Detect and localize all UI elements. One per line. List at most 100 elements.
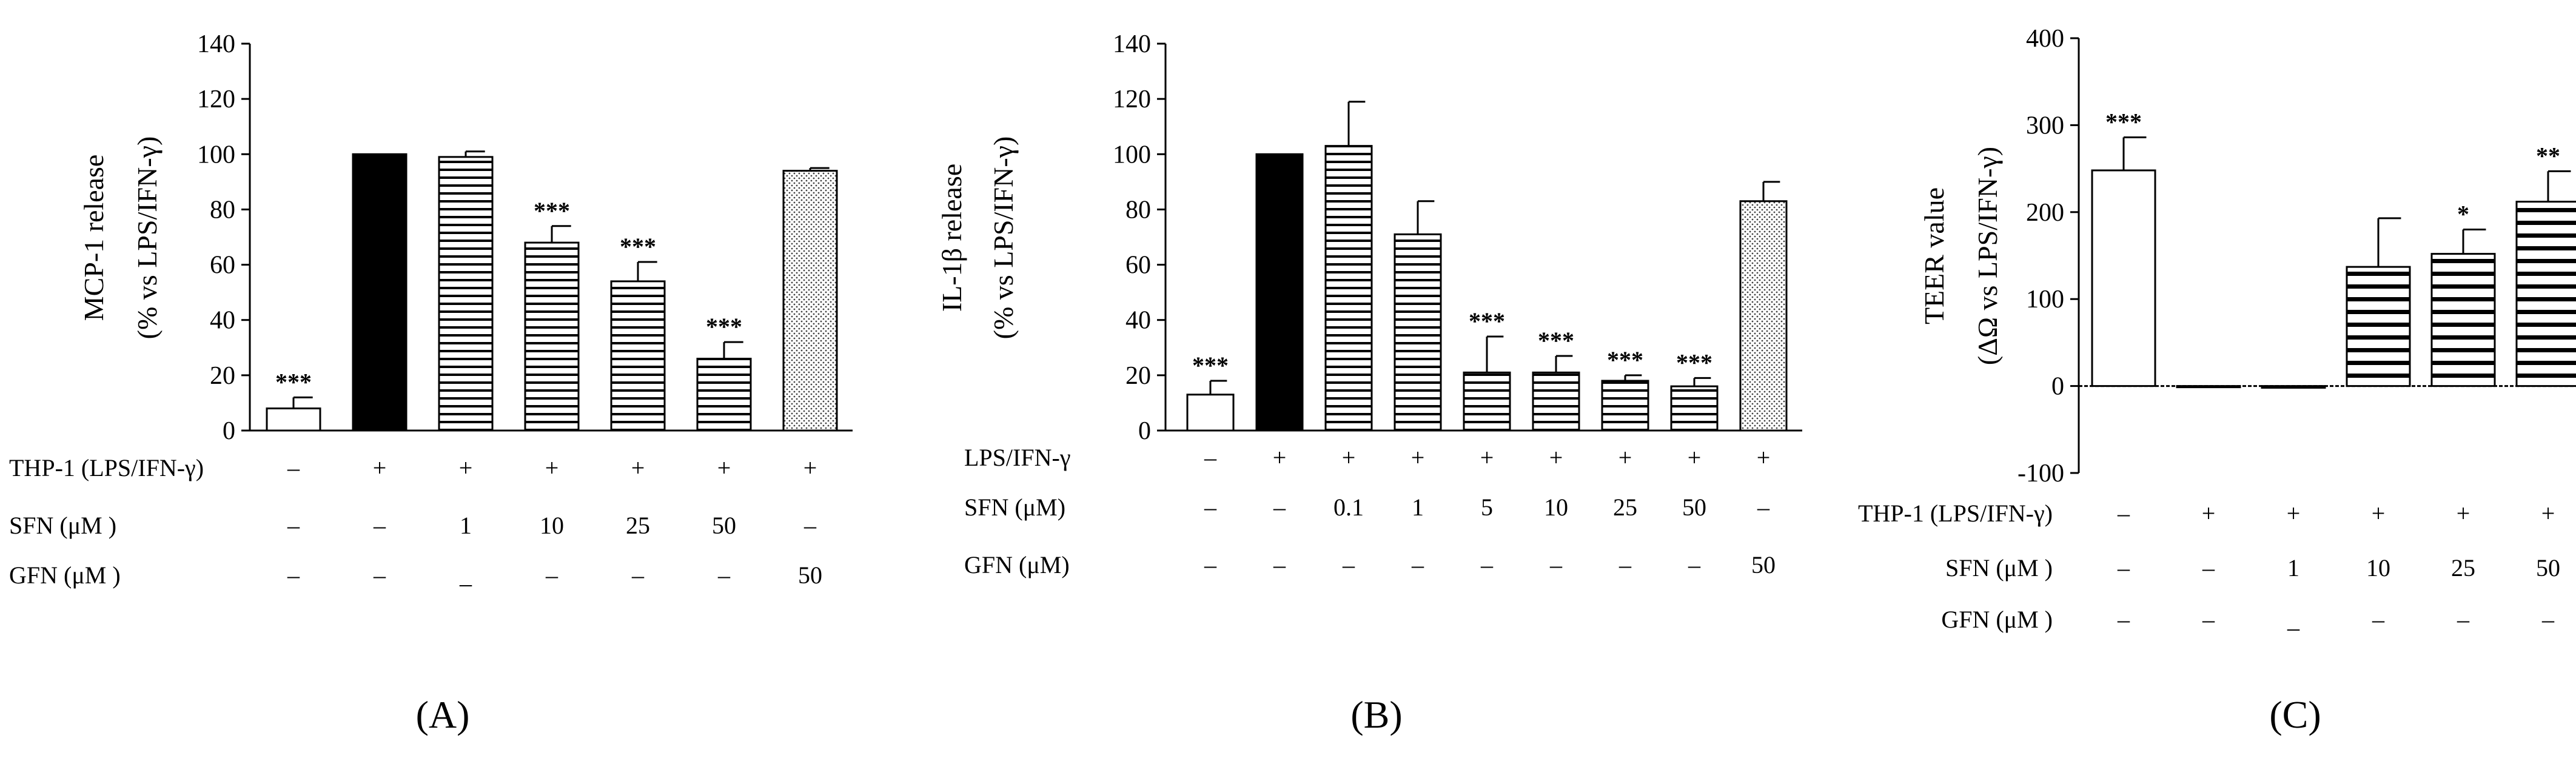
y-tick-label: 60: [1125, 252, 1151, 280]
treatment-value: 1: [460, 512, 472, 539]
y-axis-title: (% vs LPS/IFN-γ): [988, 136, 1019, 340]
bar: [266, 407, 321, 432]
y-tick-label: 100: [1113, 141, 1151, 169]
treatment-value: +: [1273, 444, 1287, 471]
y-axis-title: TEER value: [1919, 187, 1950, 324]
bar: [352, 153, 408, 432]
treatment-row-label: LPS/IFN-γ: [964, 444, 1071, 471]
treatment-value: +: [2372, 500, 2386, 527]
y-tick-label: 0: [1138, 417, 1151, 445]
treatment-value: –: [1618, 551, 1632, 578]
treatment-value: –: [2202, 606, 2215, 633]
treatment-value: 50: [1751, 551, 1776, 578]
y-tick-label: 80: [1125, 196, 1151, 224]
treatment-row-label: SFN (μM ): [1945, 554, 2053, 582]
treatment-value: –: [2372, 606, 2385, 633]
treatment-value: 50: [798, 562, 822, 589]
panel-c: -100 0 100 200 300 400 TEER value (ΔΩ vs LPS/IF…: [1858, 25, 2576, 736]
significance-label: ***: [275, 368, 312, 395]
bar: [1532, 371, 1580, 432]
significance-label: ***: [534, 197, 570, 224]
y-axis-title: (% vs LPS/IFN-γ): [132, 136, 163, 340]
treatment-row-label: GFN (μM): [964, 551, 1070, 578]
panel-label: (C): [2269, 693, 2321, 736]
significance-label: ***: [1192, 352, 1229, 379]
bar: [1186, 394, 1235, 432]
treatment-value: _: [2287, 606, 2300, 633]
panel-label: (A): [416, 693, 470, 736]
treatment-value: –: [545, 562, 558, 589]
treatment-value: +: [373, 454, 387, 481]
y-tick-label: 100: [197, 141, 235, 169]
bar: [524, 241, 580, 432]
treatment-value: –: [717, 562, 731, 589]
significance-label: ***: [1676, 349, 1712, 376]
treatment-value: +: [1688, 444, 1702, 471]
y-tick-label: 200: [2026, 199, 2064, 227]
treatment-value: –: [1342, 551, 1355, 578]
significance-label: **: [2536, 142, 2560, 169]
treatment-value: 5: [1481, 494, 1493, 521]
treatment-row-label: THP-1 (LPS/IFN-γ): [1858, 500, 2053, 527]
treatment-value: +: [459, 454, 473, 481]
y-tick-label: -100: [2018, 460, 2064, 488]
y-tick-label: 20: [1125, 362, 1151, 390]
treatment-value: –: [373, 562, 386, 589]
treatment-value: +: [1480, 444, 1494, 471]
treatment-value: –: [1273, 551, 1286, 578]
treatment-value: –: [1204, 444, 1217, 471]
y-tick-label: 80: [210, 196, 235, 224]
treatment-value: –: [2457, 606, 2470, 633]
treatment-value: –: [373, 512, 386, 539]
y-tick-label: 400: [2026, 25, 2064, 53]
y-tick-label: 100: [2026, 286, 2064, 313]
treatment-value: –: [1757, 494, 1770, 521]
bar: [1463, 371, 1511, 432]
treatment-value: –: [2202, 554, 2215, 582]
treatment-value: –: [1273, 494, 1286, 521]
y-tick-label: 120: [197, 85, 235, 113]
treatment-value: –: [1480, 551, 1494, 578]
bar: [2176, 385, 2241, 389]
significance-label: ***: [1469, 307, 1505, 335]
bar: [782, 170, 838, 432]
bar: [2515, 201, 2576, 387]
treatment-value: –: [287, 562, 300, 589]
significance-label: ***: [706, 313, 742, 340]
treatment-value: –: [287, 454, 300, 481]
y-tick-label: 60: [210, 252, 235, 280]
treatment-value: –: [2117, 606, 2130, 633]
y-tick-label: 0: [2051, 373, 2064, 401]
bar: [1601, 380, 1649, 432]
treatment-value: +: [631, 454, 645, 481]
treatment-value: 1: [2287, 554, 2299, 582]
treatment-value: 50: [712, 512, 736, 539]
treatment-value: +: [1549, 444, 1563, 471]
bar: [2091, 169, 2156, 387]
treatment-value: +: [545, 454, 559, 481]
treatment-row-label: GFN (μM ): [9, 562, 121, 589]
treatment-row-label: GFN (μM ): [1941, 606, 2053, 633]
y-tick-label: 300: [2026, 112, 2064, 139]
y-tick-label: 20: [210, 362, 235, 390]
y-axis-title: IL-1β release: [936, 164, 967, 312]
treatment-value: 50: [1682, 494, 1706, 521]
treatment-value: +: [717, 454, 731, 481]
treatment-value: 25: [1613, 494, 1637, 521]
bar: [1670, 385, 1719, 432]
significance-label: ***: [620, 233, 656, 260]
treatment-value: –: [2541, 606, 2555, 633]
significance-label: *: [2457, 200, 2469, 227]
treatment-value: +: [2457, 500, 2470, 527]
treatment-value: +: [803, 454, 817, 481]
treatment-value: –: [803, 512, 817, 539]
treatment-value: 10: [1544, 494, 1568, 521]
y-tick-label: 140: [1113, 30, 1151, 58]
bar: [1324, 145, 1373, 432]
y-axis-title: (ΔΩ vs LPS/IFN-γ): [1972, 147, 2003, 365]
bar: [1255, 153, 1304, 432]
treatment-value: 25: [2451, 554, 2475, 582]
treatment-value: +: [2202, 500, 2216, 527]
treatment-value: –: [1411, 551, 1424, 578]
